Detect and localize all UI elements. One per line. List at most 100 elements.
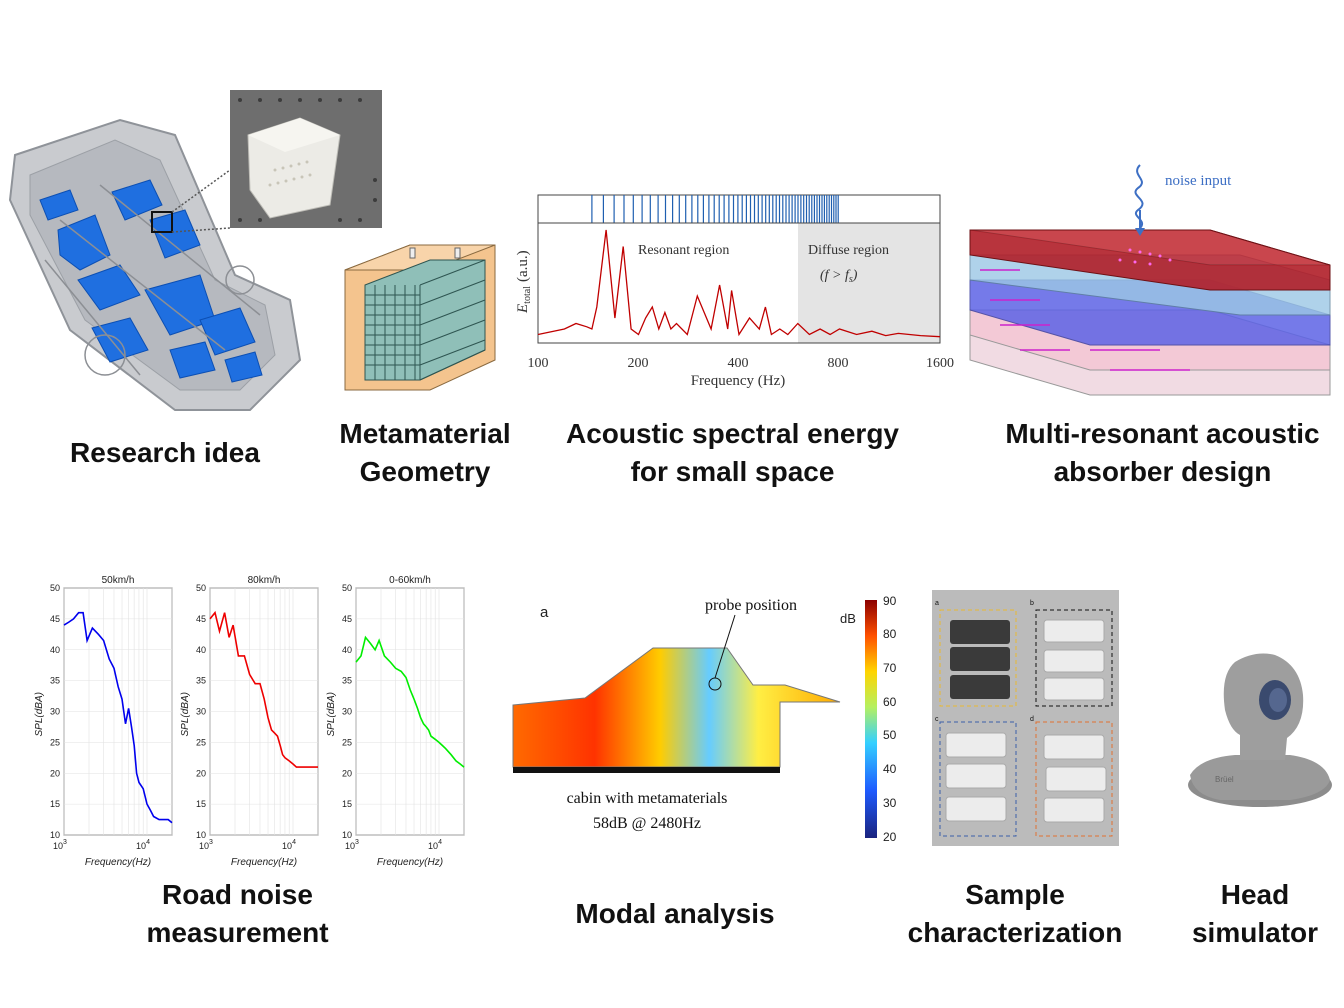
colorbar-ticks: 90 80 70 60 50 40 30 20 <box>883 594 897 844</box>
road-chart-title: 80km/h <box>248 575 281 586</box>
y-tick-label: 15 <box>342 799 352 809</box>
road-noise-panel: 50 45 40 35 30 25 20 15 10 103 104 50km/h SPL(dBA) Fr… <box>30 570 475 870</box>
light-samples <box>945 619 1107 823</box>
sample-photo <box>230 90 382 228</box>
resonant-region-label: Resonant region <box>638 243 729 258</box>
y-tick-label: 30 <box>342 707 352 717</box>
caption-head-line1: Head <box>1220 879 1290 910</box>
road-chart-xlabel: Frequency(Hz) <box>231 857 297 868</box>
y-tick-label: 15 <box>50 799 60 809</box>
modal-caption-line2: 58dB @ 2480Hz <box>593 815 701 832</box>
spectrum-axes <box>537 222 941 344</box>
y-tick-label: 45 <box>342 614 352 624</box>
y-tick-label: 35 <box>342 676 352 686</box>
colorbar-unit: dB <box>840 611 856 626</box>
cabin-floor <box>513 767 780 773</box>
x-tick-label: 104 <box>136 839 150 851</box>
modal-analysis-figure: a probe position dB 90 80 70 60 50 40 30… <box>512 594 897 844</box>
spectrum-series-line <box>537 229 941 338</box>
sample-label-d: d <box>1030 716 1034 723</box>
x-tick-200: 200 <box>628 356 649 371</box>
y-tick-label: 25 <box>50 737 60 747</box>
caption-absorber-line1: Multi-resonant acoustic <box>1005 418 1320 449</box>
velocity-arrows <box>980 269 1190 371</box>
y-tick-label: 45 <box>196 614 206 624</box>
road-chart-title: 0-60km/h <box>389 575 431 586</box>
caption-road-line2: measurement <box>146 917 329 948</box>
spectrum-ylabel: Etotal(a.u.) <box>515 250 533 314</box>
caption-metamaterial-geometry: Metamaterial Geometry <box>320 415 530 491</box>
x-tick-label: 103 <box>345 839 359 851</box>
caption-spectral-line1: Acoustic spectral energy <box>565 418 900 449</box>
damping-patches <box>39 179 263 383</box>
diffuse-condition-label: (f > fs) <box>820 268 858 285</box>
cbar-tick-70: 70 <box>883 661 897 675</box>
caption-road-noise: Road noise measurement <box>130 876 345 952</box>
y-tick-label: 35 <box>196 676 206 686</box>
caption-modal-analysis: Modal analysis <box>575 898 775 929</box>
caption-sample-characterization: Sample characterization <box>900 876 1130 952</box>
y-tick-label: 25 <box>196 737 206 747</box>
x-tick-400: 400 <box>728 356 749 371</box>
y-tick-label: 40 <box>342 645 352 655</box>
caption-geometry-line1: Metamaterial <box>339 418 511 449</box>
diffuse-region-label: Diffuse region <box>808 243 889 258</box>
sample-photo-grid: a b c d <box>932 590 1119 846</box>
cbar-tick-50: 50 <box>883 728 897 742</box>
diffuse-region-shade <box>798 223 940 343</box>
head-simulator-panel: Brüel <box>1125 590 1340 840</box>
road-noise-series-line <box>355 635 465 768</box>
road-chart-ylabel: SPL(dBA) <box>326 692 337 736</box>
x-tick-label: 104 <box>428 839 442 851</box>
cbar-tick-30: 30 <box>883 796 897 810</box>
research-idea-panel <box>0 80 390 420</box>
sample-characterization-panel: a b c d <box>932 590 1119 846</box>
road-chart-ylabel: SPL(dBA) <box>180 692 191 736</box>
colorbar <box>865 600 877 838</box>
y-tick-label: 20 <box>50 768 60 778</box>
y-tick-label: 35 <box>50 676 60 686</box>
spectral-energy-chart: Resonant region Diffuse region (f > fs) … <box>515 194 954 389</box>
y-tick-label: 10 <box>342 830 352 840</box>
y-tick-label: 20 <box>196 768 206 778</box>
caption-sample-line2: characterization <box>907 917 1123 948</box>
modal-caption-line1: cabin with metamaterials <box>567 790 728 807</box>
cbar-tick-80: 80 <box>883 627 897 641</box>
x-tick-label: 103 <box>53 839 67 851</box>
noise-wave-icon <box>1134 164 1144 229</box>
metamaterial-cube <box>344 244 496 391</box>
sample-label-c: c <box>935 716 939 723</box>
road-chart-xlabel: Frequency(Hz) <box>377 857 443 868</box>
caption-head-simulator: Head simulator <box>1185 876 1325 952</box>
head-brand-logo: Brüel <box>1215 775 1234 784</box>
y-tick-label: 30 <box>196 707 206 717</box>
caption-spectral-energy: Acoustic spectral energy for small space <box>560 415 905 491</box>
road-noise-series-line <box>63 611 173 824</box>
zoom-box <box>151 211 173 233</box>
y-tick-label: 50 <box>50 583 60 593</box>
y-tick-label: 25 <box>342 737 352 747</box>
absorber-exploded-view: noise input <box>969 164 1331 396</box>
perforation-field <box>1118 248 1172 266</box>
sample-label-a: a <box>935 600 939 607</box>
caption-road-line1: Road noise <box>162 879 313 910</box>
road-noise-series-line <box>209 610 318 768</box>
y-tick-label: 40 <box>196 645 206 655</box>
metamaterial-geometry-panel <box>335 240 505 410</box>
x-tick-800: 800 <box>828 356 849 371</box>
y-tick-label: 15 <box>196 799 206 809</box>
road-chart-title: 50km/h <box>102 575 135 586</box>
mode-density-bar <box>537 194 941 224</box>
absorber-design-panel: noise input <box>960 160 1340 415</box>
cbar-tick-20: 20 <box>883 830 897 844</box>
spectrum-xlabel: Frequency (Hz) <box>691 373 786 389</box>
x-tick-label: 104 <box>282 839 296 851</box>
spectral-energy-panel: Resonant region Diffuse region (f > fs) … <box>505 185 965 400</box>
caption-spectral-line2: for small space <box>630 456 835 487</box>
road-chart-ylabel: SPL(dBA) <box>34 692 45 736</box>
dark-samples <box>950 620 1010 699</box>
y-tick-label: 40 <box>50 645 60 655</box>
caption-absorber-design: Multi-resonant acoustic absorber design <box>995 415 1330 491</box>
